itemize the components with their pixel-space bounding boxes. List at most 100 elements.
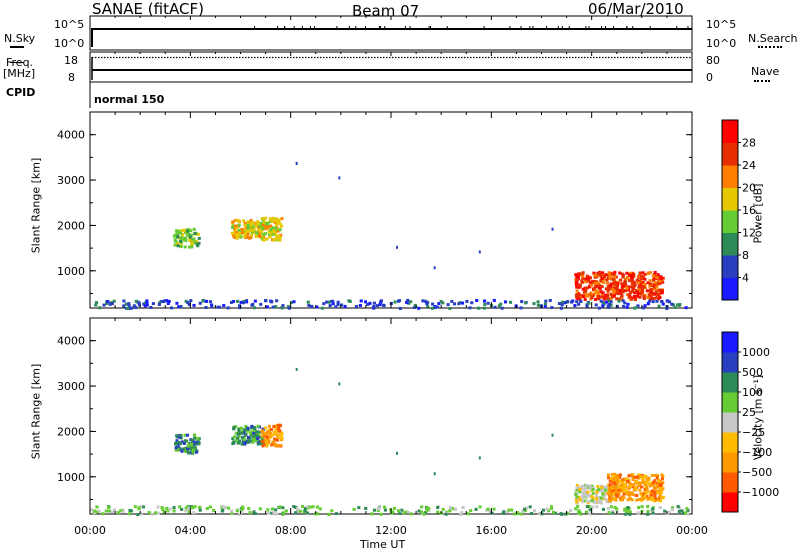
scatter-cell — [637, 281, 641, 285]
scatter-cell — [583, 499, 587, 503]
scatter-cell — [423, 299, 427, 303]
scatter-cell — [232, 440, 236, 444]
scatter-cell — [608, 479, 612, 483]
scatter-cell — [486, 301, 490, 305]
scatter-cell — [233, 227, 237, 231]
scatter-cell — [649, 495, 653, 499]
scatter-cell — [670, 506, 675, 510]
scatter-cell — [606, 289, 610, 293]
scatter-cell — [626, 480, 630, 484]
scatter-cell — [626, 302, 630, 306]
scatter-cell — [657, 292, 661, 296]
scatter-cell — [270, 219, 274, 223]
scatter-cell — [627, 294, 632, 298]
scatter-cell — [665, 299, 669, 303]
scatter-cell — [587, 512, 591, 516]
scatter-cell — [591, 505, 595, 509]
scatter-cell — [575, 484, 579, 488]
isolated-cell — [433, 472, 436, 476]
scatter-cell — [240, 227, 244, 231]
scatter-cell — [663, 509, 667, 513]
scatter-cell — [609, 300, 613, 304]
scatter-cell — [427, 507, 431, 511]
scatter-cell — [575, 278, 579, 282]
scatter-cell — [246, 440, 250, 444]
scatter-cell — [653, 280, 657, 284]
scatter-cell — [524, 301, 528, 305]
scatter-cell — [633, 298, 638, 302]
scatter-cell — [640, 485, 644, 489]
scatter-cell — [619, 278, 623, 282]
scatter-cell — [585, 304, 589, 308]
scatter-cell — [180, 449, 184, 453]
scatter-cell — [268, 235, 272, 239]
scatter-cell — [172, 506, 176, 510]
scatter-cell — [661, 475, 665, 479]
scatter-cell — [660, 477, 664, 481]
scatter-cell — [263, 225, 267, 229]
scatter-cell — [256, 221, 260, 225]
scatter-cell — [193, 445, 197, 449]
scatter-cell — [188, 245, 192, 249]
scatter-cell — [578, 498, 582, 502]
scatter-cell — [366, 302, 370, 306]
scatter-cell — [629, 271, 633, 275]
scatter-cell — [652, 490, 656, 494]
scatter-cell — [253, 426, 257, 430]
scatter-cell — [532, 302, 536, 306]
colorbar-tick-label: 8 — [742, 249, 749, 262]
scatter-cell — [448, 505, 453, 509]
colorbar-swatch — [722, 392, 738, 413]
scatter-cell — [276, 229, 280, 233]
y-tick-label: 2000 — [57, 425, 85, 438]
scatter-cell — [652, 498, 656, 502]
scatter-cell — [575, 281, 579, 285]
scatter-cell — [253, 433, 257, 437]
scatter-cell — [174, 446, 178, 450]
scatter-cell — [276, 218, 280, 222]
scatter-cell — [292, 300, 296, 304]
scatter-cell — [579, 485, 583, 489]
scatter-cell — [507, 508, 511, 512]
scatter-cell — [577, 274, 581, 278]
scatter-cell — [318, 507, 322, 511]
scatter-cell — [433, 306, 437, 310]
scatter-cell — [277, 435, 281, 439]
scatter-cell — [185, 229, 190, 233]
scatter-cell — [252, 510, 256, 514]
scatter-cell — [147, 511, 151, 515]
scatter-cell — [587, 493, 591, 497]
scatter-cell — [605, 500, 609, 504]
scatter-cell — [528, 505, 532, 509]
scatter-cell — [623, 512, 627, 516]
scatter-cell — [613, 490, 617, 494]
scatter-cell — [510, 508, 514, 512]
scatter-cell — [113, 508, 117, 512]
nsearch-tick-top: 10^5 — [706, 18, 737, 31]
scatter-cell — [585, 274, 589, 278]
scatter-cell — [643, 304, 647, 308]
scatter-cell — [623, 486, 627, 490]
scatter-cell — [647, 481, 651, 485]
scatter-cell — [577, 509, 581, 513]
scatter-cell — [130, 306, 134, 310]
scatter-cell — [637, 285, 641, 289]
scatter-cell — [112, 299, 116, 303]
scatter-cell — [125, 306, 129, 310]
scatter-cell — [325, 300, 329, 304]
scatter-cell — [198, 301, 202, 305]
isolated-cell — [551, 227, 554, 231]
scatter-cell — [260, 429, 264, 433]
scatter-cell — [549, 506, 554, 510]
scatter-cell — [560, 303, 564, 307]
scatter-cell — [600, 488, 604, 492]
scatter-cell — [659, 489, 663, 493]
scatter-cell — [269, 428, 274, 432]
scatter-cell — [604, 287, 608, 291]
scatter-cell — [628, 484, 632, 488]
scatter-cell — [635, 480, 639, 484]
scatter-cell — [650, 509, 654, 513]
scatter-cell — [653, 283, 657, 287]
scatter-cell — [465, 299, 469, 303]
scatter-cell — [281, 304, 285, 308]
